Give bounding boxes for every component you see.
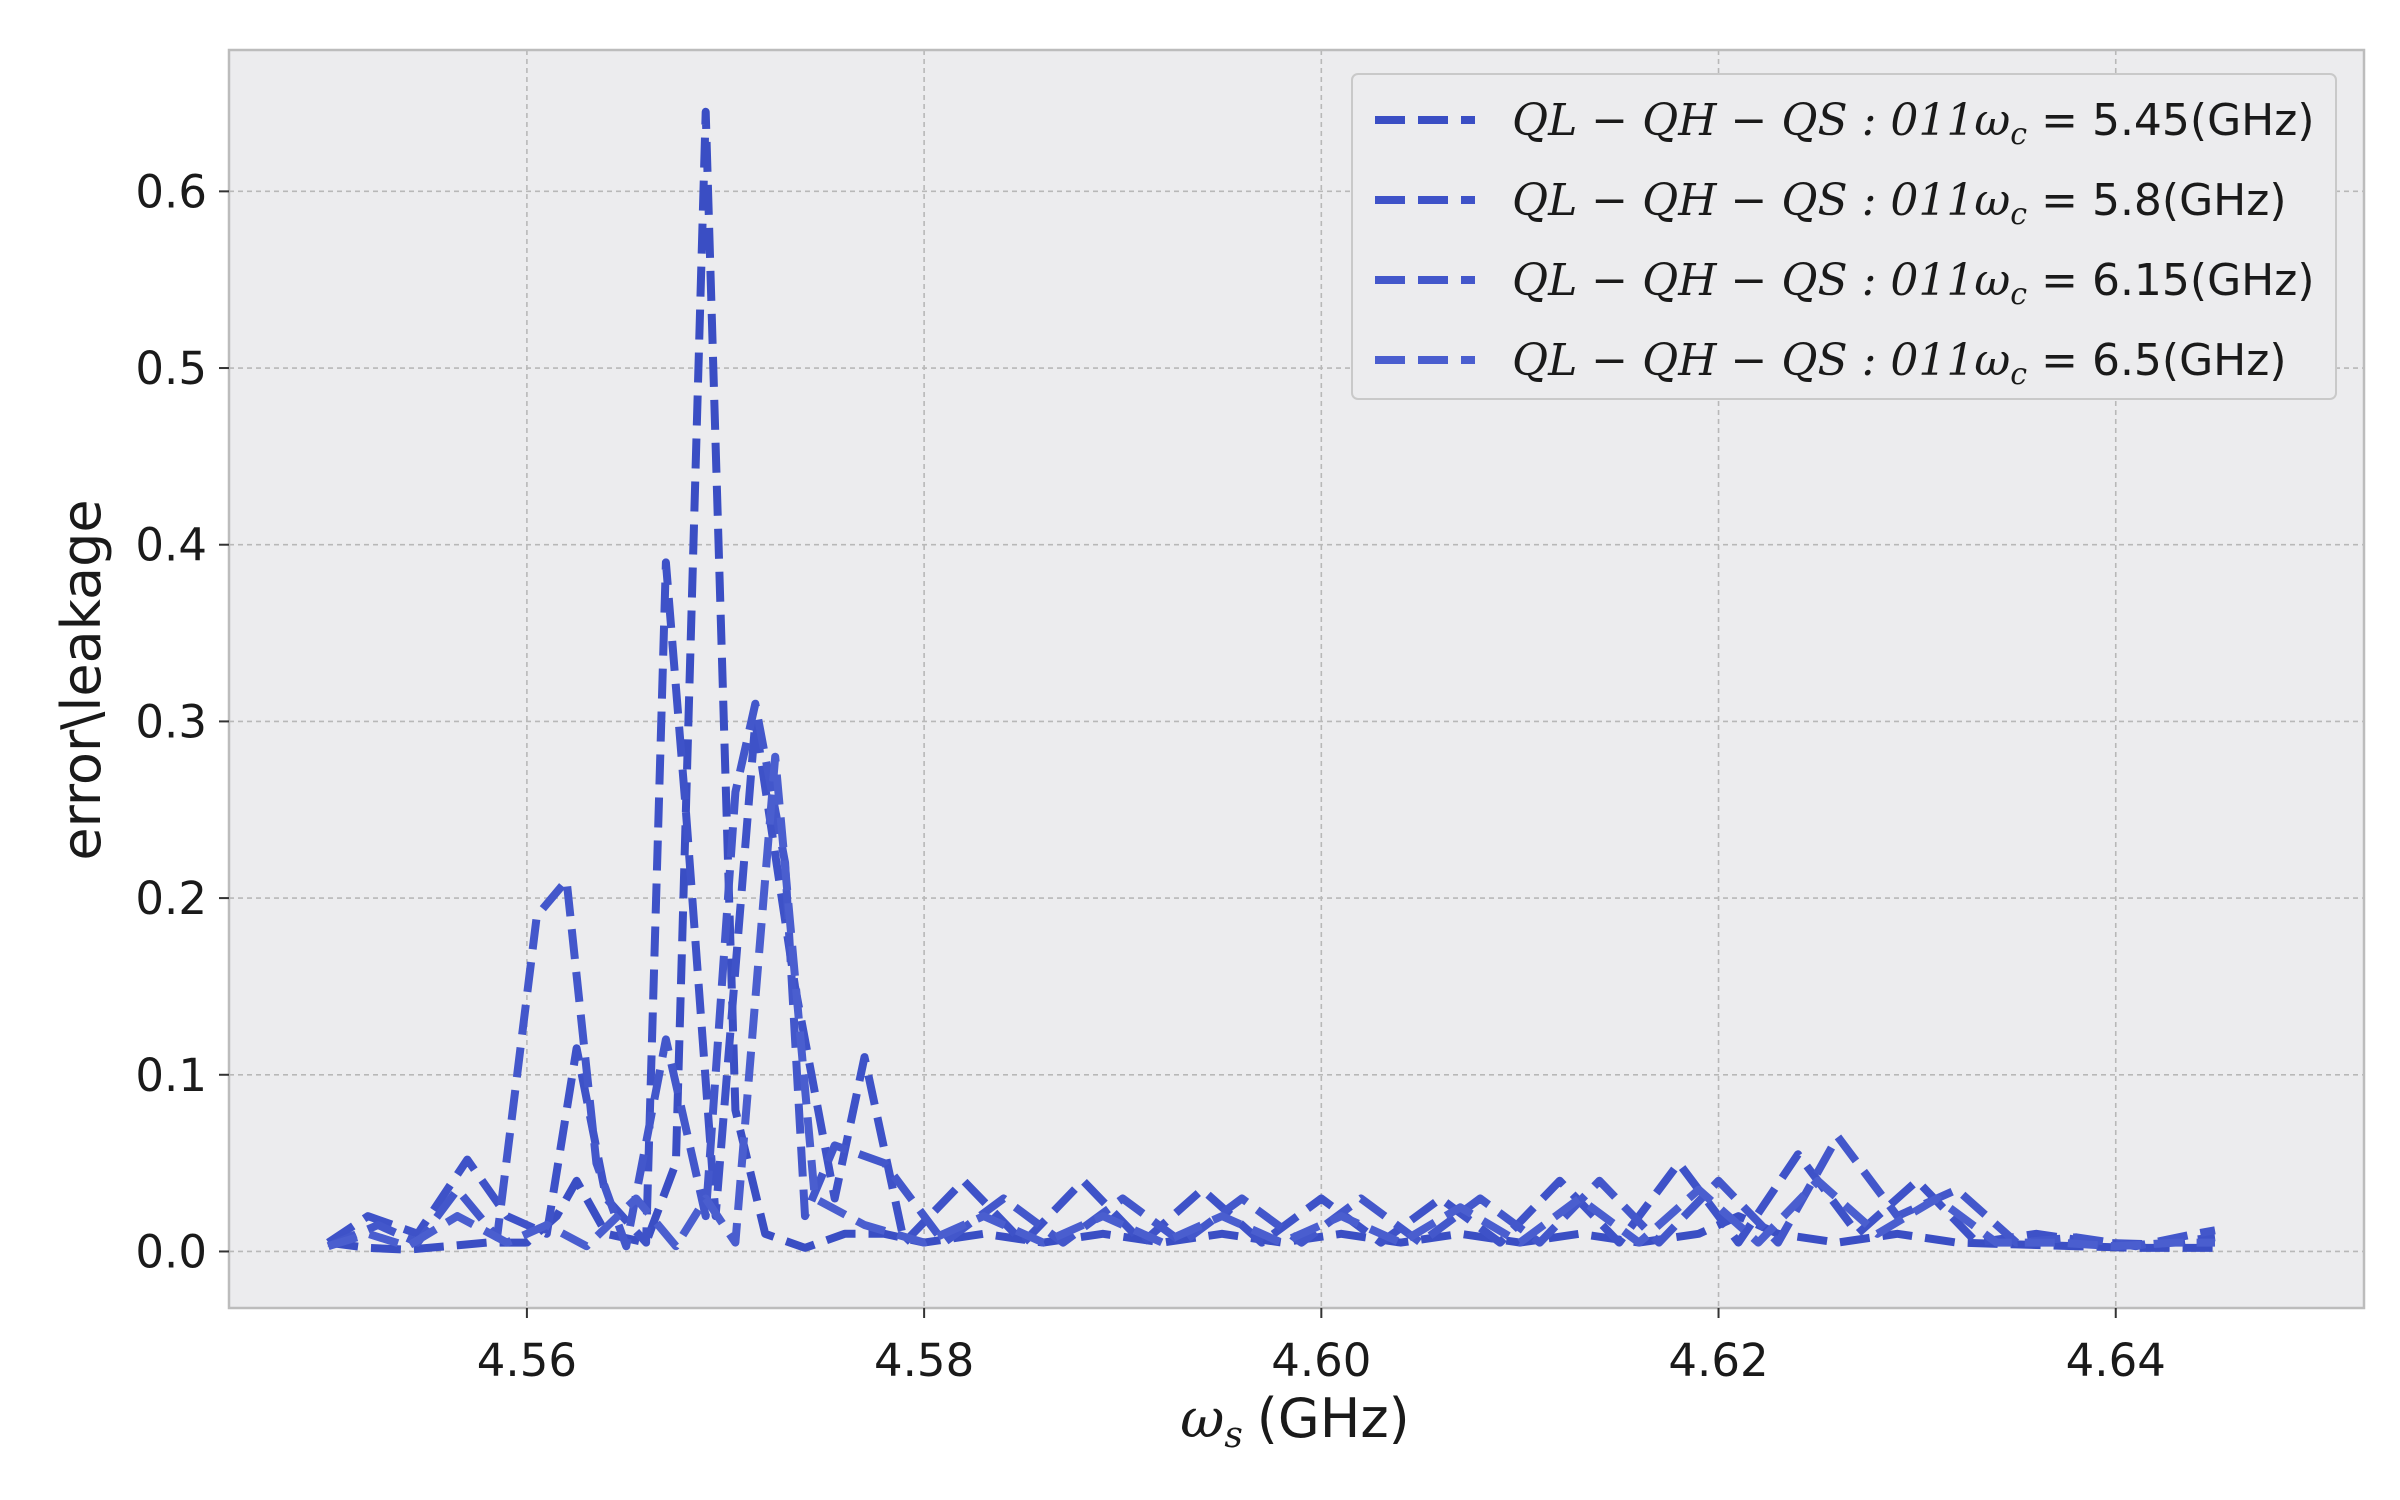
series-line-1 [327,107,2215,1254]
plot-frame [227,48,2366,1310]
y-tick-label: 0.4 [135,519,207,572]
legend-box [1351,73,2337,400]
x-tick-label: 4.64 [2066,1334,2166,1387]
y-tick-label: 0.0 [135,1225,207,1278]
legend-label: QL − QH − QS : 011ωc = 6.15(GHz) [1512,255,2315,312]
y-tick-label: 0.6 [135,165,207,218]
y-tick-label: 0.3 [135,695,207,748]
x-axis-label: ωs (GHz) [1180,1387,1409,1456]
x-tick-label: 4.58 [874,1334,974,1387]
x-axis-ticks: 4.56 4.58 4.60 4.62 4.64 [477,1308,2166,1387]
x-tick-label: 4.56 [477,1334,577,1387]
series-layer [326,107,2216,1254]
y-axis-label: error\leakage [50,499,113,860]
legend: QL − QH − QS : 011ωc = 5.45(GHz) QL − QH … [1351,73,2337,400]
y-tick-label: 0.2 [135,872,207,925]
x-tick-label: 4.62 [1668,1334,1768,1387]
x-tick-label: 4.60 [1271,1334,1371,1387]
series-line-4 [327,752,2215,1251]
y-tick-label: 0.1 [135,1049,207,1102]
series-line-2 [326,558,2216,1249]
y-axis-ticks: 0.0 0.1 0.2 0.3 0.4 0.5 0.6 [135,165,229,1278]
legend-label: QL − QH − QS : 011ωc = 6.5(GHz) [1512,335,2287,392]
legend-label: QL − QH − QS : 011ωc = 5.45(GHz) [1512,95,2315,152]
legend-label: QL − QH − QS : 011ωc = 5.8(GHz) [1512,175,2287,232]
y-tick-label: 0.5 [135,342,207,395]
series-line-3 [326,699,2216,1251]
